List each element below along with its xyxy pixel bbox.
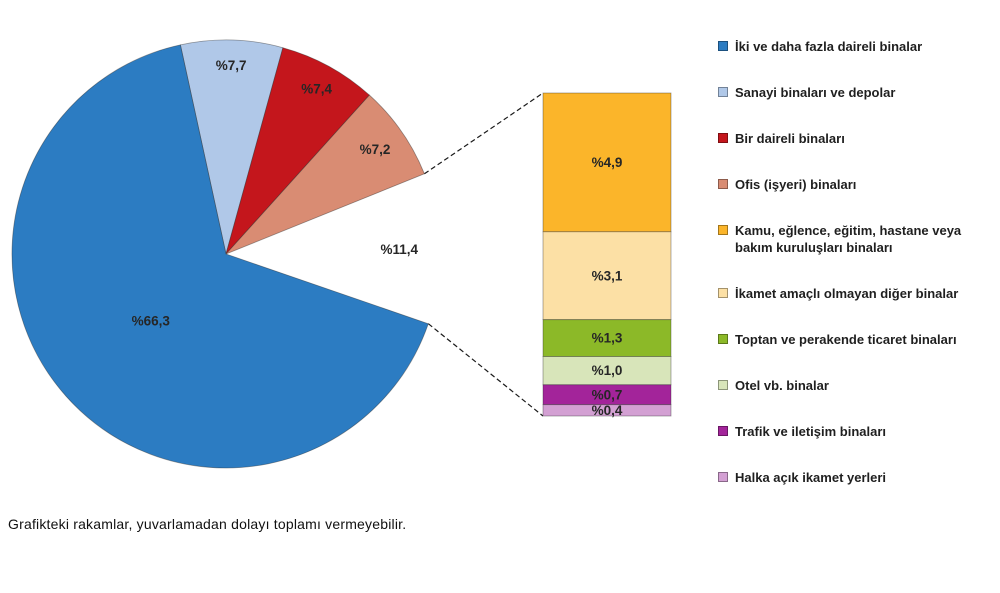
legend-swatch-sanayi-binalari-ve-depolar (718, 87, 728, 97)
legend-swatch-iki-ve-daha-fazla-daireli-binalar (718, 41, 728, 51)
legend-swatch-trafik-ve-iletisim (718, 426, 728, 436)
legend-swatch-toptan-ve-perakende-ticaret (718, 334, 728, 344)
pie-value-label-iki-ve-daha-fazla-daireli-binalar: %66,3 (132, 313, 171, 328)
legend-item-bir-daireli-binalar: Bir daireli binaları (718, 130, 990, 147)
footnote: Grafikteki rakamlar, yuvarlamadan dolayı… (8, 516, 407, 532)
legend-label: Otel vb. binalar (735, 378, 829, 393)
legend-label: İkamet amaçlı olmayan diğer binalar (735, 286, 959, 301)
stacked-bar-plot: %4,9 %3,1 %1,3 %1,0 %0,7%0,4 (542, 92, 672, 418)
pie-plot: %7,7 %7,4 %7,2 %11,4 %66,3 (11, 39, 429, 469)
pie-value-label-bir-daireli-binalar: %7,4 (301, 81, 332, 96)
legend-label: İki ve daha fazla daireli binalar (735, 39, 923, 54)
pie-value-label-ofis-isyeri-binalari: %7,2 (360, 142, 391, 157)
bar-segment-halka-acik-ikamet (542, 404, 672, 417)
legend-item-kamu-eglence-egitim-hastane-bakim: Kamu, eğlence, eğitim, hastane veya bakı… (718, 222, 990, 256)
bar-segment-toptan-ve-perakende-ticaret (542, 319, 672, 357)
pie-slice-ofis-isyeri-binalari (225, 94, 425, 255)
legend-swatch-halka-acik-ikamet (718, 472, 728, 482)
legend-label: Halka açık ikamet yerleri (735, 470, 887, 485)
bar-value-label-otel-vb: %1,0 (592, 363, 623, 378)
legend-label: Toptan ve perakende ticaret binaları (735, 332, 957, 347)
legend-swatch-kamu-eglence-egitim-hastane-bakim (718, 225, 728, 235)
pie-slice-bir-daireli-binalar (225, 47, 370, 255)
legend-item-iki-ve-daha-fazla-daireli-binalar: İki ve daha fazla daireli binalar (718, 38, 990, 55)
legend-item-sanayi-binalari-ve-depolar: Sanayi binaları ve depolar (718, 84, 990, 101)
bar-segment-otel-vb (542, 356, 672, 386)
legend-label: Ofis (işyeri) binaları (735, 177, 857, 192)
pie-value-label-sanayi-binalari-ve-depolar: %7,7 (216, 58, 247, 73)
legend-label: Sanayi binaları ve depolar (735, 85, 896, 100)
bar-value-label-toptan-ve-perakende-ticaret: %1,3 (592, 331, 623, 346)
connector-line-bottom (427, 323, 544, 417)
legend-label: Kamu, eğlence, eğitim, hastane veya bakı… (735, 223, 962, 255)
legend-swatch-ikamet-amacli-olmayan-diger (718, 288, 728, 298)
bar-value-label-trafik-ve-iletisim: %0,7 (592, 387, 623, 402)
legend-item-trafik-ve-iletisim: Trafik ve iletişim binaları (718, 423, 990, 440)
pie-value-label-other-group: %11,4 (381, 242, 419, 257)
chart-legend: İki ve daha fazla daireli binalar Sanayi… (718, 38, 990, 486)
legend-item-otel-vb: Otel vb. binalar (718, 377, 990, 394)
legend-item-ofis-isyeri-binalari: Ofis (işyeri) binaları (718, 176, 990, 193)
bar-value-label-ikamet-amacli-olmayan-diger: %3,1 (592, 268, 623, 283)
bar-segment-ikamet-amacli-olmayan-diger (542, 231, 672, 321)
legend-label: Bir daireli binaları (735, 131, 845, 146)
legend-swatch-otel-vb (718, 380, 728, 390)
bar-value-label-halka-acik-ikamet: %0,4 (592, 403, 623, 418)
legend-swatch-ofis-isyeri-binalari (718, 179, 728, 189)
legend-swatch-bir-daireli-binalar (718, 133, 728, 143)
connector-line-top (424, 92, 544, 175)
legend-item-ikamet-amacli-olmayan-diger: İkamet amaçlı olmayan diğer binalar (718, 285, 990, 302)
legend-item-halka-acik-ikamet: Halka açık ikamet yerleri (718, 469, 990, 486)
pie-slice-iki-ve-daha-fazla-daireli-binalar (11, 44, 429, 469)
bar-segment-trafik-ve-iletisim (542, 384, 672, 405)
bar-value-label-kamu-eglence-egitim-hastane-bakim: %4,9 (592, 155, 623, 170)
legend-label: Trafik ve iletişim binaları (735, 424, 887, 439)
pie-slice-sanayi-binalari-ve-depolar (179, 39, 284, 255)
legend-item-toptan-ve-perakende-ticaret: Toptan ve perakende ticaret binaları (718, 331, 990, 348)
connector-lines (424, 92, 544, 417)
